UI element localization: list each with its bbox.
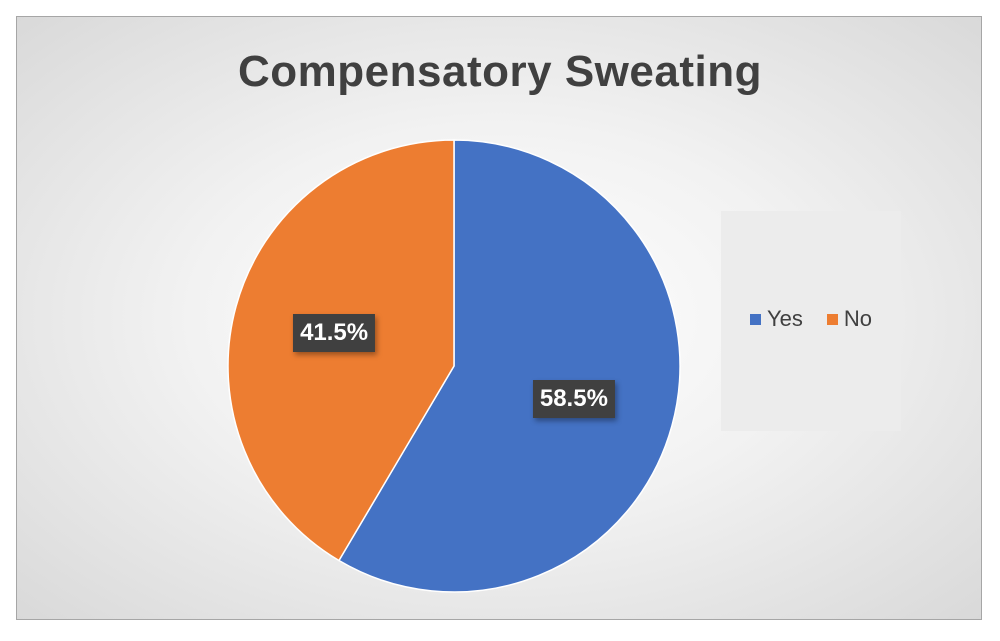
legend-entries: Yes No [721,306,901,332]
chart-area: Compensatory Sweating Yes No 58.5% 41.5% [16,16,982,620]
chart-title: Compensatory Sweating [238,47,762,96]
data-label-no: 41.5% [293,314,376,353]
legend: Yes No [721,211,901,431]
data-label-yes: 58.5% [532,379,615,418]
legend-label-yes: Yes [766,306,803,331]
legend-swatch-no [826,313,838,325]
legend-entry-no: No [826,306,872,332]
legend-swatch-yes [749,313,761,325]
pie-slice-yes [337,139,681,593]
legend-entry-yes: Yes [749,306,803,332]
legend-label-no: No [843,306,872,331]
